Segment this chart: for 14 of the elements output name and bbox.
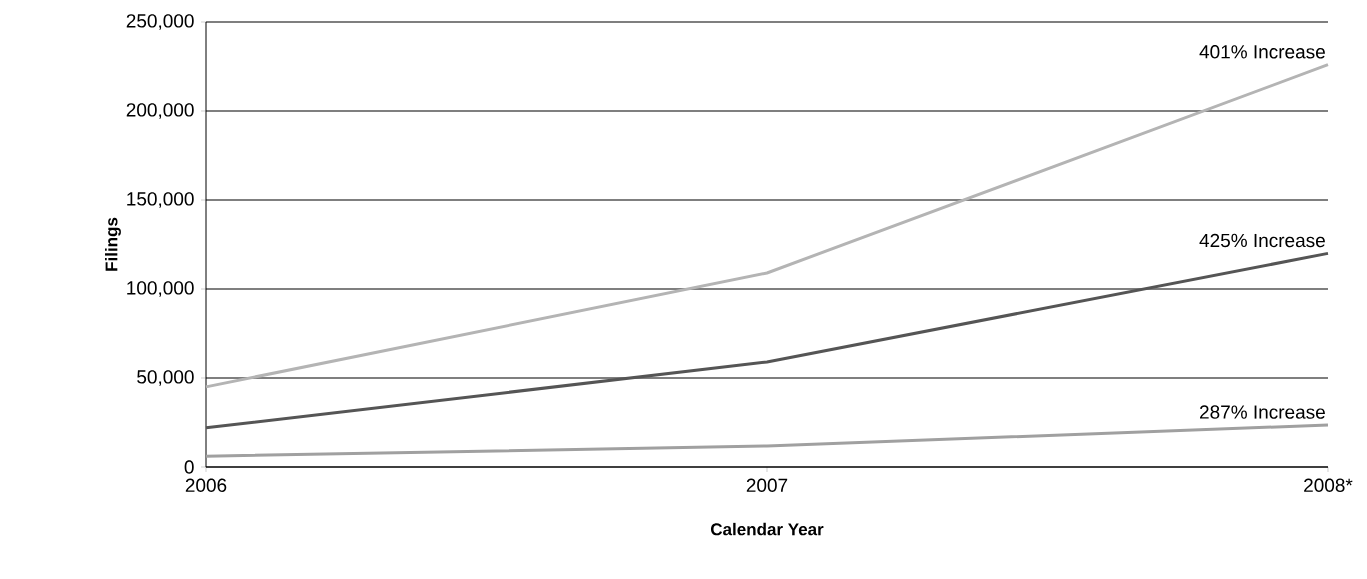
x-tick-label: 2007 [746,478,788,492]
y-tick-label: 0 [184,460,194,474]
y-tick-label: 250,000 [126,14,194,30]
y-axis-title: Filings [105,217,121,271]
y-tick-label: 100,000 [127,281,194,297]
x-tick-label: 2006 [185,478,227,492]
annotation: 425% Increase [1199,233,1325,248]
annotation: 287% Increase [1200,405,1325,419]
y-tick-label: 200,000 [126,103,194,119]
y-tick-label: 150,000 [127,192,194,208]
annotation: 401% Increase [1199,45,1325,59]
x-axis-title: Calendar Year [710,522,824,536]
x-tick-label: 2008* [1304,478,1353,492]
y-tick-label: 50,000 [137,370,194,386]
